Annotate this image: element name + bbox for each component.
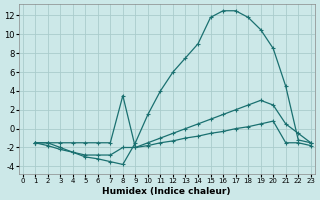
X-axis label: Humidex (Indice chaleur): Humidex (Indice chaleur) (102, 187, 231, 196)
